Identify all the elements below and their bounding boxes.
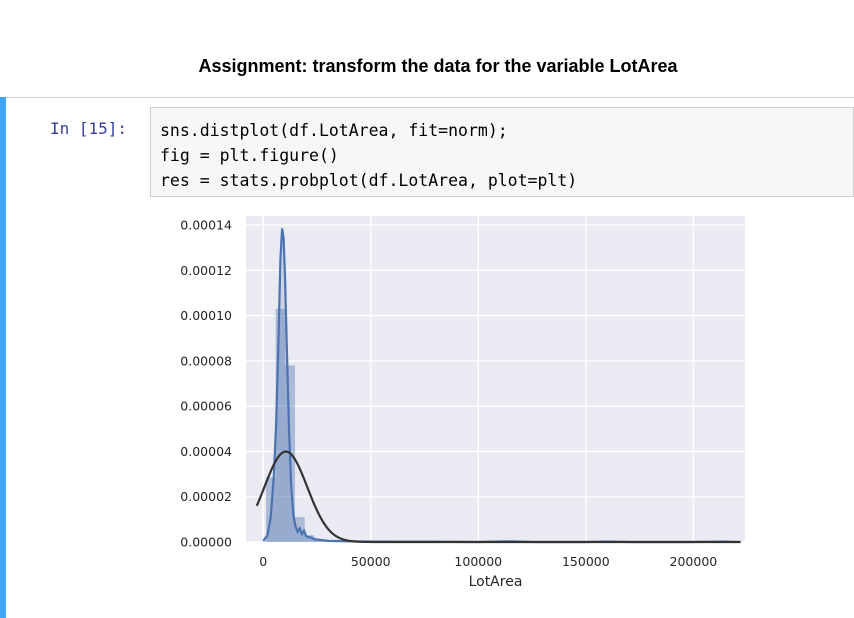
normal-fit-curve <box>255 450 741 544</box>
cell-input-prompt: In [15]: <box>50 119 128 138</box>
y-tick-label: 0.00012 <box>180 263 232 278</box>
x-tick-label: 0 <box>259 554 267 569</box>
x-tick-label: 150000 <box>562 554 610 569</box>
x-tick-label: 100000 <box>454 554 502 569</box>
plot-background <box>246 216 745 542</box>
y-tick-label: 0.00014 <box>180 218 232 233</box>
y-tick-label: 0.00008 <box>180 353 232 368</box>
y-tick-label: 0.00006 <box>180 399 232 414</box>
y-tick-label: 0.00002 <box>180 489 232 504</box>
x-tick-labels: 0 50000 100000 150000 200000 <box>259 554 717 569</box>
x-axis-label: LotArea <box>469 574 523 590</box>
y-tick-label: 0.00004 <box>180 444 232 459</box>
code-line[interactable]: res = stats.probplot(df.LotArea, plot=pl… <box>160 171 578 190</box>
y-tick-label: 0.00000 <box>180 535 232 550</box>
notebook-cell[interactable]: In [15]: sns.distplot(df.LotArea, fit=no… <box>0 97 854 618</box>
assignment-heading: Assignment: transform the data for the v… <box>198 56 678 76</box>
code-line[interactable]: fig = plt.figure() <box>160 146 339 165</box>
distplot-chart: 0.00000 0.00002 0.00004 0.00006 0.00008 0.000… <box>180 216 745 590</box>
y-tick-label: 0.00010 <box>180 308 232 323</box>
code-editor[interactable]: sns.distplot(df.LotArea, fit=norm); fig … <box>150 107 854 197</box>
code-line[interactable]: sns.distplot(df.LotArea, fit=norm); <box>160 121 508 140</box>
y-tick-labels: 0.00000 0.00002 0.00004 0.00006 0.00008 0.000… <box>180 218 232 550</box>
cell-selected-indicator <box>0 97 6 618</box>
histogram-bar <box>275 308 286 542</box>
histogram-bar <box>304 535 315 542</box>
cell-top-border <box>6 97 854 98</box>
x-tick-label: 50000 <box>351 554 391 569</box>
grid-lines <box>246 216 745 543</box>
cell-output-area: 0.00000 0.00002 0.00004 0.00006 0.00008 0.000… <box>150 204 854 618</box>
x-tick-label: 200000 <box>670 554 718 569</box>
